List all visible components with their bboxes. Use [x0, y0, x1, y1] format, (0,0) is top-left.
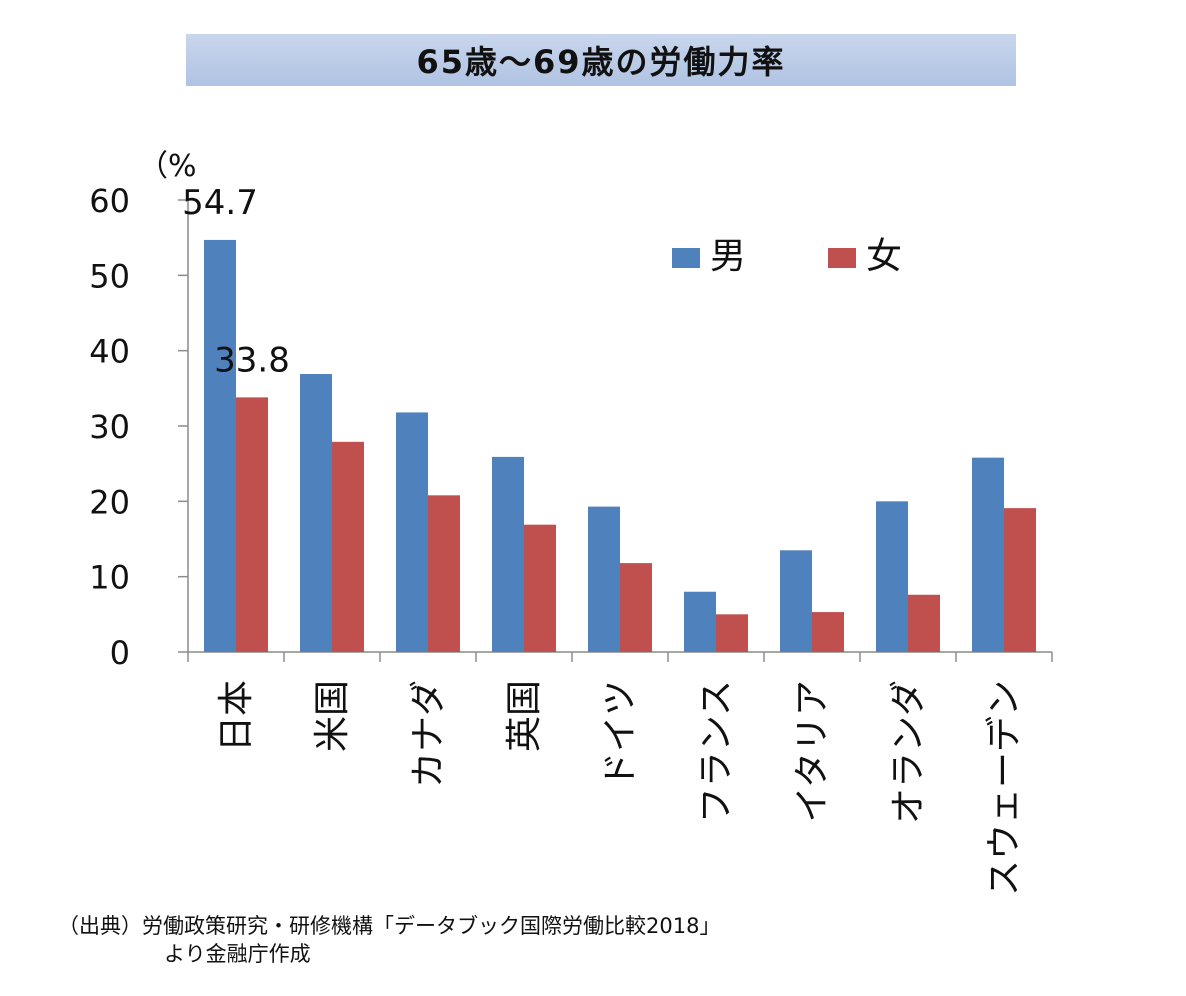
bar-male — [492, 456, 524, 652]
x-category-label: イタリア — [792, 680, 833, 823]
bars — [204, 239, 1036, 652]
y-axis: 0 10 20 30 40 50 60 — [89, 182, 189, 672]
data-labels: 54.7 33.8 — [182, 183, 290, 380]
y-tick-label: 20 — [89, 483, 130, 521]
bar-male — [588, 506, 620, 652]
chart-title-bar: 65歳～69歳の労働力率 — [186, 34, 1016, 86]
data-label: 33.8 — [214, 340, 290, 380]
y-tick-label: 40 — [89, 333, 130, 371]
x-axis: 日本 米国 カナダ 英国 ドイツ フランス イタリア オランダ スウェーデン — [187, 651, 1053, 896]
y-tick-label: 50 — [89, 257, 130, 295]
bar-male — [684, 591, 716, 652]
bar-female — [524, 524, 556, 652]
x-category-label: 米国 — [312, 680, 353, 752]
bar-female — [236, 397, 268, 652]
bar-male — [300, 374, 332, 652]
x-category-label: 日本 — [216, 680, 257, 752]
legend-swatch — [828, 248, 856, 268]
bar-female — [716, 614, 748, 652]
y-tick-label: 0 — [110, 634, 130, 672]
bar-female — [908, 594, 940, 652]
bar-female — [1004, 508, 1036, 652]
bar-male — [204, 239, 236, 652]
y-tick-label: 60 — [89, 182, 130, 220]
source-note: （出典）労働政策研究・研修機構「データブック国際労働比較2018」 より金融庁作… — [58, 912, 1178, 968]
x-category-label: 英国 — [504, 680, 545, 752]
legend: 男女 — [672, 236, 902, 277]
bar-female — [620, 563, 652, 652]
legend-label: 女 — [866, 236, 902, 277]
bar-male — [972, 457, 1004, 652]
y-axis-unit-label: （% — [138, 149, 197, 184]
bar-female — [332, 441, 364, 652]
chart-title: 65歳～69歳の労働力率 — [416, 43, 786, 81]
x-category-label: フランス — [696, 680, 737, 823]
source-line-1: （出典）労働政策研究・研修機構「データブック国際労働比較2018」 — [58, 914, 721, 938]
x-category-label: ドイツ — [600, 680, 641, 788]
y-tick-label: 10 — [89, 559, 130, 597]
bar-female — [428, 495, 460, 652]
legend-swatch — [672, 248, 700, 268]
y-tick-label: 30 — [89, 408, 130, 446]
x-category-label: オランダ — [888, 680, 929, 824]
bar-male — [876, 501, 908, 652]
legend-label: 男 — [710, 236, 746, 277]
data-label: 54.7 — [182, 183, 258, 223]
bar-male — [396, 412, 428, 652]
x-category-label: カナダ — [408, 680, 449, 788]
source-line-2: より金融庁作成 — [164, 942, 311, 966]
bar-chart: 0 10 20 30 40 50 60 日本 米国 カナダ 英国 ドイツ フランス イタリア オランダ スウ… — [89, 149, 1053, 896]
x-category-label: スウェーデン — [984, 680, 1025, 896]
bar-male — [780, 550, 812, 652]
bar-female — [812, 612, 844, 652]
